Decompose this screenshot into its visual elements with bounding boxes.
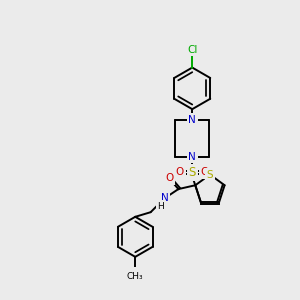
Text: O: O [200,167,209,177]
Text: N: N [160,193,168,203]
Text: N: N [188,152,196,162]
Text: O: O [165,173,173,183]
Text: Cl: Cl [187,45,197,55]
Text: S: S [189,166,196,179]
Text: S: S [207,169,213,180]
Text: H: H [157,202,164,211]
Text: N: N [188,115,196,125]
Text: O: O [176,167,184,177]
Text: CH₃: CH₃ [127,272,144,281]
